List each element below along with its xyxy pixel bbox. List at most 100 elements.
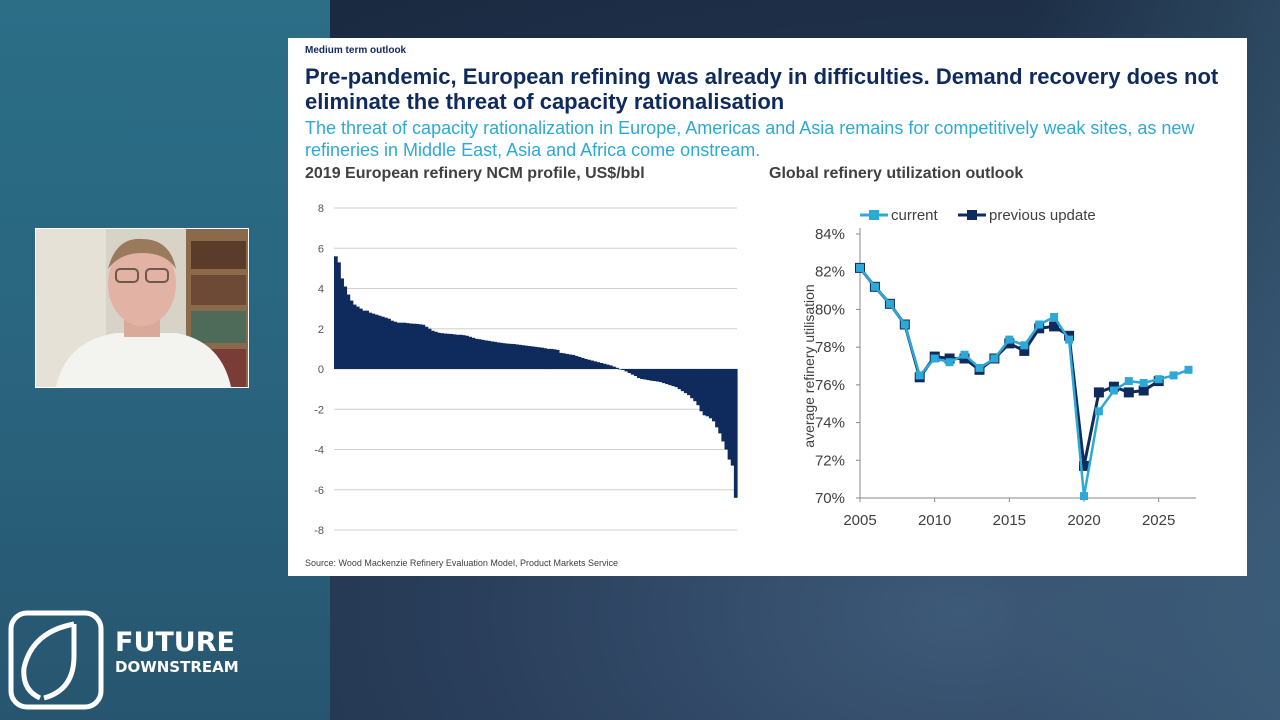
ncm-bar xyxy=(518,344,523,369)
ncm-bar xyxy=(377,315,382,369)
ncm-bar xyxy=(571,354,576,369)
logo-line-1: FUTURE xyxy=(115,627,235,658)
series-point-0 xyxy=(1094,407,1103,416)
line-y-tick-label: 80% xyxy=(815,301,845,318)
line-y-tick-label: 72% xyxy=(815,452,845,469)
ncm-bar xyxy=(705,369,710,417)
ncm-bar xyxy=(415,323,419,369)
source-note: Source: Wood Mackenzie Refinery Evaluati… xyxy=(305,558,618,568)
ncm-bar xyxy=(549,348,554,370)
ncm-bar xyxy=(727,369,732,460)
ncm-bar xyxy=(352,304,357,369)
line-chart-title: Global refinery utilization outlook xyxy=(769,165,1024,182)
ncm-bar xyxy=(496,342,501,369)
bar-y-tick-label: 8 xyxy=(318,203,324,215)
ncm-bar xyxy=(687,369,691,396)
ncm-bar xyxy=(577,356,582,369)
ncm-bar xyxy=(671,369,676,387)
bar-y-tick-label: 0 xyxy=(318,364,324,376)
ncm-bar xyxy=(618,369,623,370)
ncm-bar xyxy=(462,335,466,369)
ncm-bar xyxy=(649,369,654,381)
ncm-bar xyxy=(583,358,588,369)
series-point-0 xyxy=(1109,386,1118,395)
ncm-bar xyxy=(668,369,672,386)
ncm-bar xyxy=(424,326,429,369)
ncm-bar xyxy=(537,347,541,369)
bar-y-tick-label: -6 xyxy=(314,485,324,497)
ncm-bar xyxy=(430,330,435,369)
presentation-slide: Medium term outlook Pre-pandemic, Europe… xyxy=(288,38,1247,576)
ncm-bar xyxy=(443,333,448,369)
series-point-0 xyxy=(1154,375,1163,384)
ncm-bar xyxy=(487,340,491,369)
line-y-tick-label: 76% xyxy=(815,377,845,394)
logo-mark-icon xyxy=(8,610,104,710)
ncm-bar xyxy=(405,323,410,369)
ncm-bar xyxy=(380,316,385,369)
ncm-bar xyxy=(471,337,476,369)
ncm-bar xyxy=(483,340,488,369)
ncm-bar xyxy=(358,308,363,370)
series-point-0 xyxy=(885,299,894,308)
series-point-1 xyxy=(1138,385,1149,396)
series-point-1 xyxy=(1019,345,1030,356)
series-point-0 xyxy=(1050,313,1059,321)
line-y-tick-label: 74% xyxy=(815,415,845,432)
ncm-bar xyxy=(558,352,563,369)
bar-y-tick-label: 6 xyxy=(318,243,324,255)
ncm-bar xyxy=(440,333,444,369)
ncm-bar xyxy=(374,314,379,369)
ncm-bar xyxy=(455,334,460,369)
ncm-bar xyxy=(643,369,647,380)
legend-marker-1 xyxy=(967,210,977,220)
series-point-0 xyxy=(870,282,879,291)
ncm-bar xyxy=(368,312,373,369)
ncm-bar xyxy=(533,346,538,369)
series-point-0 xyxy=(1065,335,1074,344)
slide-subtitle: The threat of capacity rationalization i… xyxy=(305,118,1195,160)
series-point-0 xyxy=(1080,492,1088,501)
legend-label-0: current xyxy=(891,207,939,224)
ncm-bar xyxy=(630,369,635,375)
ncm-bar xyxy=(568,354,573,369)
bar-chart-title: 2019 European refinery NCM profile, US$/… xyxy=(305,165,645,182)
ncm-bar xyxy=(468,336,473,369)
ncm-bar xyxy=(730,369,735,466)
ncm-bar xyxy=(474,338,479,369)
ncm-bar xyxy=(446,333,451,369)
ncm-bar xyxy=(334,256,338,369)
ncm-bar xyxy=(512,344,516,369)
ncm-bar xyxy=(493,341,498,369)
ncm-bar xyxy=(718,369,722,434)
line-x-tick-label: 2015 xyxy=(993,512,1026,529)
line-y-tick-label: 84% xyxy=(815,226,845,243)
bar-y-tick-label: -8 xyxy=(314,525,324,537)
ncm-bar xyxy=(602,363,607,369)
ncm-bar xyxy=(677,369,682,390)
ncm-bar xyxy=(665,369,669,385)
ncm-bar xyxy=(408,323,413,369)
series-point-0 xyxy=(1020,341,1029,350)
ncm-bar xyxy=(387,318,391,369)
series-point-0 xyxy=(915,371,924,380)
logo-line-2: DOWNSTREAM xyxy=(115,658,239,676)
series-point-0 xyxy=(1139,379,1148,387)
ncm-bar xyxy=(355,306,360,369)
line-y-axis-label: average refinery utilisation xyxy=(801,284,817,447)
ncm-bar xyxy=(596,362,601,369)
ncm-bar xyxy=(652,369,657,382)
ncm-bar xyxy=(674,369,679,388)
ncm-bar xyxy=(543,348,548,369)
bar-y-tick-label: 2 xyxy=(318,324,324,336)
ncm-bar xyxy=(337,262,341,369)
line-y-tick-label: 78% xyxy=(815,339,845,356)
ncm-bar xyxy=(393,321,398,369)
ncm-bar xyxy=(715,369,719,428)
ncm-bar xyxy=(608,365,613,369)
series-point-0 xyxy=(975,363,984,372)
legend-marker-0 xyxy=(869,210,879,220)
ncm-bar xyxy=(452,334,457,369)
ncm-bar xyxy=(458,334,463,369)
series-point-0 xyxy=(900,320,909,329)
